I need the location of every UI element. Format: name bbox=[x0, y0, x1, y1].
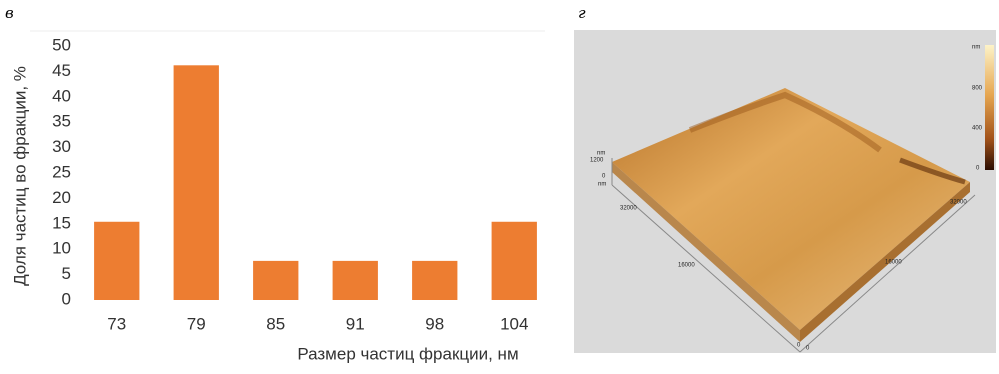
y-tick: 16000 bbox=[885, 260, 902, 266]
y-tick: 0 bbox=[806, 346, 810, 352]
x-tick-label: 73 bbox=[107, 314, 126, 333]
x-tick-label: 91 bbox=[346, 314, 365, 333]
bar bbox=[491, 221, 537, 300]
y-tick-label: 25 bbox=[52, 162, 71, 181]
colorbar-tick: 400 bbox=[972, 126, 983, 132]
y-tick-label: 20 bbox=[52, 188, 71, 207]
y-tick-label: 5 bbox=[62, 264, 71, 283]
x-tick: 32000 bbox=[620, 206, 637, 212]
surface-side bbox=[800, 182, 970, 342]
y-axis-label: Доля частиц во фракции, % bbox=[10, 66, 29, 286]
panel-label: г bbox=[578, 4, 586, 22]
colorbar bbox=[985, 45, 994, 170]
y-tick-label: 40 bbox=[52, 86, 71, 105]
colorbar-tick: 0 bbox=[976, 166, 980, 172]
afm-image: nm 800 400 0 nm 1200 0 nm 32000 16000 0 … bbox=[574, 30, 996, 353]
y-tick-label: 0 bbox=[62, 289, 71, 308]
x-unit: nm bbox=[598, 182, 606, 188]
x-tick-label: 79 bbox=[187, 314, 206, 333]
surface-shade bbox=[899, 157, 966, 185]
z-unit: nm bbox=[597, 151, 605, 157]
colorbar-unit: nm bbox=[972, 45, 980, 51]
x-tick-label: 98 bbox=[425, 314, 444, 333]
bar bbox=[253, 260, 299, 300]
colorbar-tick: 800 bbox=[972, 86, 983, 92]
x-axis-label: Размер частиц фракции, нм bbox=[297, 344, 518, 363]
bar bbox=[173, 65, 219, 300]
x-tick-label: 104 bbox=[500, 314, 528, 333]
y-tick-label: 45 bbox=[52, 61, 71, 80]
panel-label: в bbox=[5, 4, 14, 22]
y-tick-label: 50 bbox=[52, 35, 71, 54]
x-tick: 16000 bbox=[678, 263, 695, 269]
surface-side bbox=[612, 162, 800, 342]
surface-shade bbox=[688, 91, 882, 153]
x-tick: 0 bbox=[797, 343, 801, 349]
y-tick-label: 35 bbox=[52, 112, 71, 131]
y-tick-label: 30 bbox=[52, 137, 71, 156]
bar bbox=[332, 260, 378, 300]
axis-line bbox=[611, 184, 801, 353]
y-tick-label: 10 bbox=[52, 239, 71, 258]
bar bbox=[412, 260, 458, 300]
axis-line bbox=[799, 194, 976, 353]
z-tick: 1200 bbox=[590, 158, 604, 164]
x-tick-label: 85 bbox=[266, 314, 285, 333]
z-tick: 0 bbox=[602, 174, 606, 180]
y-tick-label: 15 bbox=[52, 213, 71, 232]
y-tick: 32000 bbox=[950, 200, 967, 206]
bar bbox=[94, 221, 140, 300]
